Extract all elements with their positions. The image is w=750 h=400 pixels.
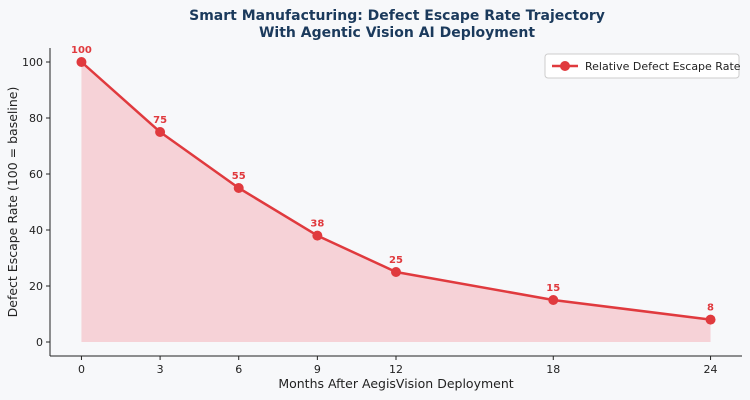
y-axis-label: Defect Escape Rate (100 = baseline) xyxy=(5,87,20,318)
y-tick-label: 80 xyxy=(29,112,43,125)
data-point xyxy=(76,57,87,67)
legend-dot-marker xyxy=(560,61,570,71)
data-point xyxy=(705,314,716,325)
data-label: 38 xyxy=(310,219,324,230)
data-point xyxy=(391,267,401,277)
series-area-fill xyxy=(81,62,711,342)
data-label: 55 xyxy=(232,171,246,182)
data-point xyxy=(548,295,559,305)
x-tick-label: 12 xyxy=(389,363,403,376)
x-axis-label: Months After AegisVision Deployment xyxy=(278,376,513,391)
plot-area: 100 75 55 38 25 15 8 xyxy=(71,45,716,342)
x-tick-label: 18 xyxy=(546,363,560,376)
legend: Relative Defect Escape Rate xyxy=(544,53,741,79)
x-tick-label: 0 xyxy=(78,363,85,376)
legend-label: Relative Defect Escape Rate xyxy=(585,60,741,73)
y-tick-label: 60 xyxy=(29,168,43,181)
chart-title-line2: With Agentic Vision AI Deployment xyxy=(259,25,535,41)
y-tick-label: 20 xyxy=(29,280,43,293)
data-point xyxy=(233,183,244,193)
y-tick-label: 40 xyxy=(29,224,43,237)
x-tick-label: 3 xyxy=(157,363,164,376)
data-point xyxy=(312,230,323,241)
data-label: 25 xyxy=(389,255,403,266)
data-label: 100 xyxy=(71,45,92,56)
data-point xyxy=(155,127,166,137)
chart-title-line1: Smart Manufacturing: Defect Escape Rate … xyxy=(189,8,605,24)
y-tick-label: 100 xyxy=(22,56,43,69)
data-label: 75 xyxy=(153,115,167,126)
data-label: 8 xyxy=(707,303,714,314)
data-label: 15 xyxy=(546,283,560,294)
x-tick-label: 24 xyxy=(704,363,718,376)
y-tick-label: 0 xyxy=(36,336,43,349)
y-ticks: 0 20 40 60 80 100 xyxy=(22,56,50,349)
x-ticks: 0 3 6 9 12 18 24 xyxy=(78,356,718,376)
x-tick-label: 9 xyxy=(314,363,321,376)
x-tick-label: 6 xyxy=(235,363,242,376)
legend-box xyxy=(544,53,740,79)
